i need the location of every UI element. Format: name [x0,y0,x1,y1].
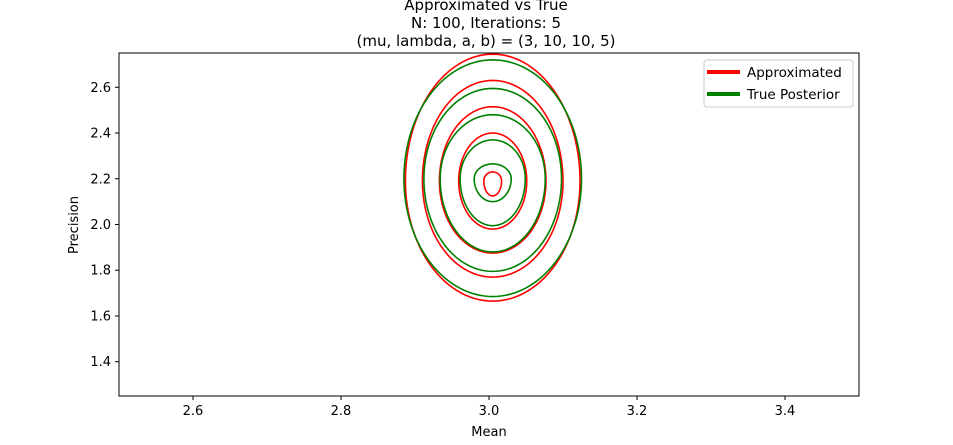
x-axis-ticks: 2.6 2.8 3.0 3.2 3.4 [183,396,796,419]
x-tick-label: 3.0 [479,404,500,419]
y-axis-label: Precision [67,196,82,254]
true-posterior-contour-2 [423,87,563,273]
chart-title-line-1: Approximated vs True [404,0,567,14]
x-tick-label: 3.2 [627,404,648,419]
contour-lines [403,53,583,302]
true-posterior-contour-5 [473,163,512,203]
y-tick-label: 1.4 [90,355,111,370]
approximated-contour-4 [457,132,528,230]
y-tick-label: 2.6 [90,81,111,96]
y-tick-label: 1.6 [90,309,111,324]
legend-box [703,59,854,108]
y-axis-ticks: 1.4 1.6 1.8 2.0 2.2 2.4 2.6 [90,81,119,370]
y-tick-label: 2.4 [90,127,111,142]
true-posterior-contour-4 [459,139,527,227]
approximated-contour-5 [483,171,503,197]
legend-label-approximated: Approximated [747,65,842,81]
true-posterior-contour-1 [403,59,583,298]
legend-label-true-posterior: True Posterior [746,87,840,103]
x-tick-label: 3.4 [775,404,796,419]
x-tick-label: 2.6 [183,404,204,419]
y-tick-label: 1.8 [90,264,111,279]
y-tick-label: 2.2 [90,172,111,187]
chart-title-line-2: N: 100, Iterations: 5 [411,14,561,32]
approximated-contour-2 [421,79,564,278]
x-tick-label: 2.8 [331,404,352,419]
x-axis-label: Mean [471,425,506,440]
legend: Approximated True Posterior [703,59,854,108]
y-tick-label: 2.0 [90,218,111,233]
true-posterior-contour-3 [439,113,547,253]
chart-title-line-3: (mu, lambda, a, b) = (3, 10, 10, 5) [356,32,615,50]
approximated-contour-1 [404,53,581,302]
